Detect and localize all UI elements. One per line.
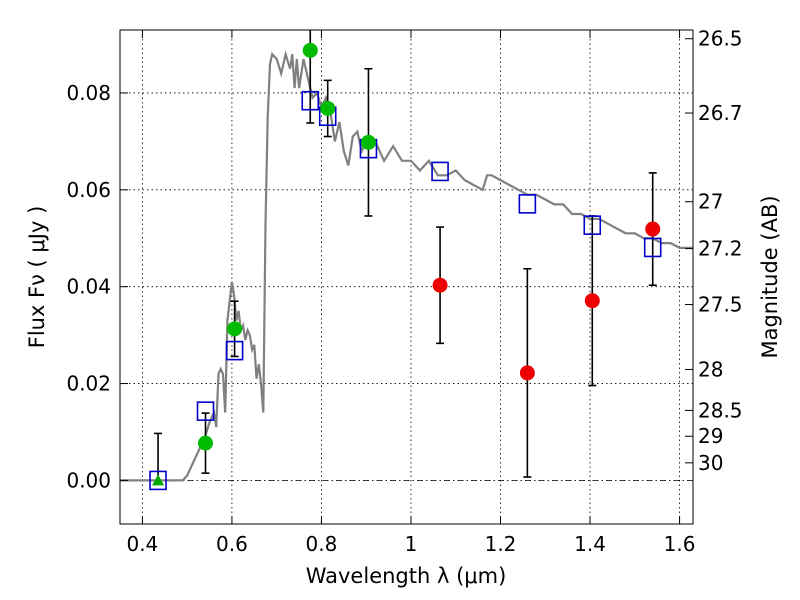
model-photometry-square <box>518 194 537 214</box>
y-tick-label: 0.08 <box>66 81 111 105</box>
x-tick-label: 1 <box>405 532 418 556</box>
model-photometry-square <box>301 90 320 111</box>
y-axis-label: Flux Fν ( μJy ) <box>25 206 49 349</box>
y-tick-label: 0.06 <box>66 178 111 202</box>
spectrum-line <box>120 49 693 482</box>
detection-point <box>320 100 336 116</box>
mag-tick-label: 27.5 <box>698 293 743 317</box>
x-tick-label: 0.6 <box>216 532 248 556</box>
model-photometry-square <box>583 215 602 235</box>
low-significance-point <box>584 293 600 309</box>
mag-tick-label: 28.5 <box>698 398 743 422</box>
y-axis-right-label: Magnitude (AB) <box>758 195 782 358</box>
low-significance-point <box>432 277 448 293</box>
model-photometry-square <box>149 470 167 491</box>
model-photometry-square <box>196 401 215 421</box>
x-axis-label: Wavelength λ (μm) <box>306 564 507 588</box>
upper-limit-triangle <box>152 474 165 486</box>
x-tick-label: 1.4 <box>574 532 606 556</box>
detection-point <box>360 134 376 150</box>
mag-tick-label: 27.2 <box>698 237 743 261</box>
x-tick-label: 0.8 <box>306 532 338 556</box>
x-tick-label: 1.6 <box>664 532 696 556</box>
detection-point <box>198 435 214 451</box>
mag-tick-label: 26.5 <box>698 27 743 51</box>
mag-tick-label: 27 <box>698 190 723 214</box>
model-photometry-square <box>225 340 244 361</box>
mag-tick-label: 30 <box>698 451 723 475</box>
mag-tick-label: 28 <box>698 357 723 381</box>
plot-frame <box>119 29 694 525</box>
y-tick-label: 0.02 <box>66 372 111 396</box>
mag-tick-label: 29 <box>698 424 723 448</box>
mag-tick-label: 26.7 <box>698 101 743 125</box>
detection-point <box>302 42 318 58</box>
marker-layer <box>149 30 662 491</box>
low-significance-point <box>519 365 535 381</box>
y-tick-label: 0.04 <box>66 275 111 299</box>
spectrum-layer <box>120 49 693 482</box>
x-tick-label: 0.4 <box>126 532 158 556</box>
x-tick-label: 1.2 <box>485 532 517 556</box>
low-significance-point <box>645 221 661 237</box>
detection-point <box>227 321 243 337</box>
ticks: 0.4 0.6 0.8 1 1.2 1.4 1.6 0.00 0.02 0.04 0.06 0.08 2… <box>66 27 742 556</box>
y-tick-label: 0.00 <box>66 468 111 492</box>
model-photometry-square <box>643 237 662 258</box>
model-photometry-square <box>431 161 449 182</box>
